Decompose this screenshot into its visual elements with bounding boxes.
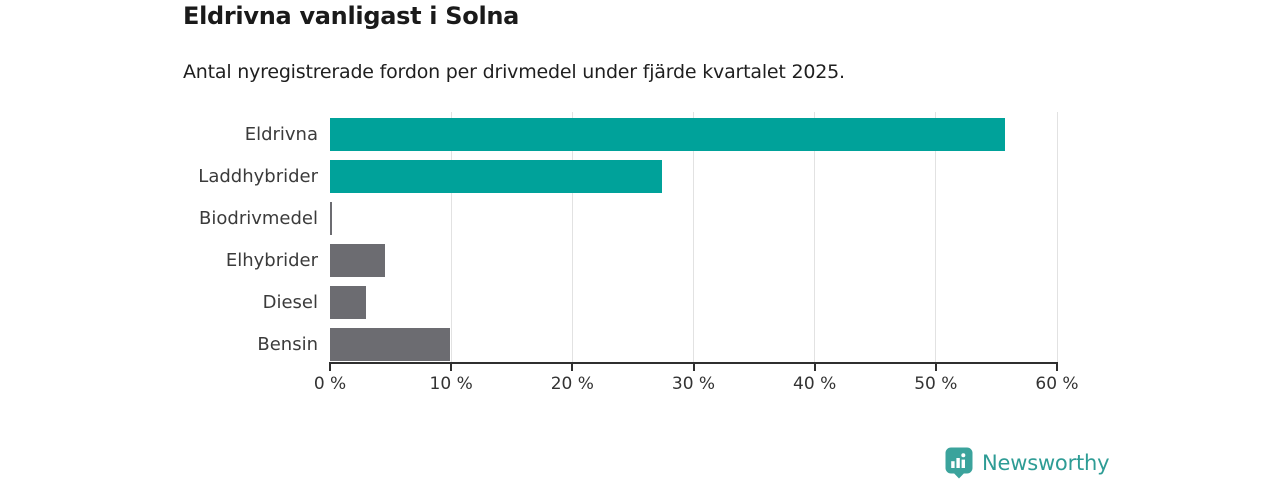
gridline-20 xyxy=(571,112,573,362)
bar-chart-pin-icon xyxy=(945,447,973,479)
bar-eldrivna xyxy=(330,118,1005,151)
x-axis-tick-label-20: 20 % xyxy=(550,374,594,394)
gridline-10 xyxy=(450,112,452,362)
x-axis-tick-0 xyxy=(329,364,331,371)
gridline-50 xyxy=(935,112,937,362)
y-axis-label-diesel: Diesel xyxy=(262,292,318,313)
gridline-60 xyxy=(1056,112,1058,362)
x-axis-tick-60 xyxy=(1056,364,1058,371)
x-axis-tick-label-60: 60 % xyxy=(1035,374,1079,394)
x-axis-tick-10 xyxy=(450,364,453,371)
chart-title: Eldrivna vanligast i Solna xyxy=(183,2,520,30)
gridline-30 xyxy=(693,112,694,362)
y-axis-label-elhybrider: Elhybrider xyxy=(225,250,318,271)
x-axis-tick-label-40: 40 % xyxy=(793,374,837,394)
chart-subtitle: Antal nyregistrerade fordon per drivmede… xyxy=(183,61,845,83)
brand-footer: Newsworthy xyxy=(945,447,1110,479)
y-axis-label-eldrivna: Eldrivna xyxy=(244,124,318,145)
x-axis-tick-50 xyxy=(934,364,937,371)
x-axis-tick-20 xyxy=(571,364,574,371)
bar-laddhybrider xyxy=(330,160,662,193)
x-axis-tick-label-30: 30 % xyxy=(671,374,716,394)
bar-elhybrider xyxy=(330,244,385,277)
y-axis-label-bensin: Bensin xyxy=(257,334,318,355)
x-axis-tick-label-50: 50 % xyxy=(914,374,958,394)
plot-area xyxy=(329,112,1058,364)
x-axis-tick-30 xyxy=(692,364,695,371)
x-axis-tick-40 xyxy=(813,364,816,371)
y-axis-label-biodrivmedel: Biodrivmedel xyxy=(199,208,318,229)
brand-name: Newsworthy xyxy=(982,451,1110,475)
bar-biodrivmedel xyxy=(330,202,332,235)
x-axis-line xyxy=(329,362,1058,364)
bar-diesel xyxy=(330,286,367,319)
x-axis-tick-label-10: 10 % xyxy=(429,374,473,394)
bar-bensin xyxy=(330,328,450,361)
x-axis-tick-label-0: 0 % xyxy=(313,374,347,394)
gridline-40 xyxy=(814,112,816,362)
y-axis-label-laddhybrider: Laddhybrider xyxy=(198,166,318,187)
